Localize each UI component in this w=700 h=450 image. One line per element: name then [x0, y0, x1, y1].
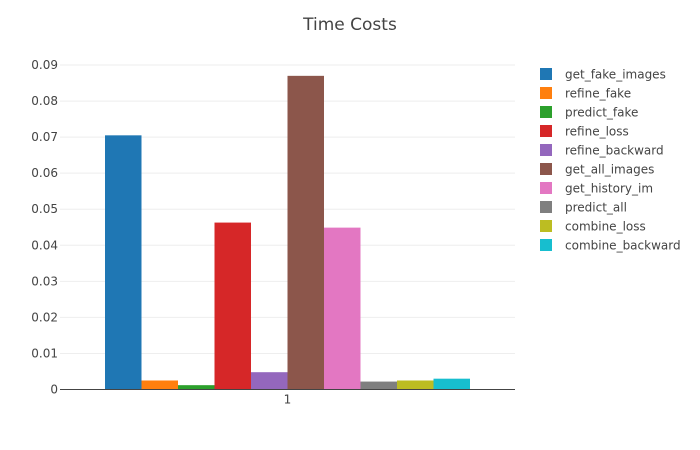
- y-tick-label: 0: [50, 383, 58, 397]
- y-tick-label: 0.01: [31, 346, 58, 360]
- legend-swatch: [540, 182, 552, 194]
- bar-refine-backward[interactable]: [251, 372, 288, 390]
- legend-label: get_history_im: [565, 182, 653, 196]
- legend-swatch: [540, 163, 552, 175]
- bar-refine-fake[interactable]: [141, 380, 179, 390]
- axes: 0 0.01 0.02 0.03 0.04 0.05 0.06 0.07 0.08 0.09 1: [31, 58, 515, 407]
- legend-label: get_all_images: [565, 163, 654, 177]
- bar-combine-backward[interactable]: [433, 378, 471, 390]
- legend-label: refine_loss: [565, 125, 629, 139]
- legend-item-combine-loss[interactable]: combine_loss: [540, 220, 646, 234]
- legend-swatch: [540, 144, 552, 156]
- legend-swatch: [540, 201, 552, 213]
- y-tick-label: 0.07: [31, 130, 58, 144]
- legend-label: refine_fake: [565, 87, 631, 101]
- legend-item-refine-backward[interactable]: refine_backward: [540, 144, 664, 158]
- legend-label: predict_fake: [565, 106, 638, 120]
- legend-item-predict-all[interactable]: predict_all: [540, 201, 627, 215]
- legend-label: get_fake_images: [565, 68, 666, 82]
- legend-swatch: [540, 220, 552, 232]
- legend-swatch: [540, 106, 552, 118]
- chart-title: Time Costs: [302, 15, 397, 35]
- x-tick-label: 1: [284, 393, 292, 407]
- legend-swatch: [540, 68, 552, 80]
- legend-item-predict-fake[interactable]: predict_fake: [540, 106, 638, 120]
- bar-get-all-images[interactable]: [287, 75, 325, 390]
- legend-label: refine_backward: [565, 144, 664, 158]
- legend-item-get-fake-images[interactable]: get_fake_images: [540, 68, 666, 82]
- legend-item-refine-fake[interactable]: refine_fake: [540, 87, 631, 101]
- y-tick-label: 0.08: [31, 94, 58, 108]
- legend-label: predict_all: [565, 201, 627, 215]
- y-tick-label: 0.02: [31, 310, 58, 324]
- legend-label: combine_backward: [565, 239, 681, 253]
- legend-item-get-all-images[interactable]: get_all_images: [540, 163, 654, 177]
- y-tick-label: 0.09: [31, 58, 58, 72]
- bar-get-history-im[interactable]: [324, 227, 361, 390]
- legend[interactable]: get_fake_images refine_fake predict_fakere…: [540, 68, 681, 253]
- bar-refine-loss[interactable]: [214, 222, 252, 390]
- bar-predict-fake[interactable]: [178, 385, 215, 390]
- bar-combine-loss[interactable]: [397, 380, 434, 390]
- legend-item-get-history-im[interactable]: get_history_im: [540, 182, 653, 196]
- y-tick-label: 0.06: [31, 166, 58, 180]
- legend-swatch: [540, 87, 552, 99]
- legend-swatch: [540, 125, 552, 137]
- y-tick-label: 0.04: [31, 238, 58, 252]
- legend-item-combine-backward[interactable]: combine_backward: [540, 239, 681, 253]
- y-tick-label: 0.03: [31, 274, 58, 288]
- legend-item-refine-loss[interactable]: refine_loss: [540, 125, 629, 139]
- y-tick-label: 0.05: [31, 202, 58, 216]
- legend-swatch: [540, 239, 552, 251]
- bar-predict-all[interactable]: [360, 381, 398, 390]
- bars: [105, 75, 471, 390]
- bar-get-fake-images[interactable]: [105, 135, 142, 390]
- legend-label: combine_loss: [565, 220, 646, 234]
